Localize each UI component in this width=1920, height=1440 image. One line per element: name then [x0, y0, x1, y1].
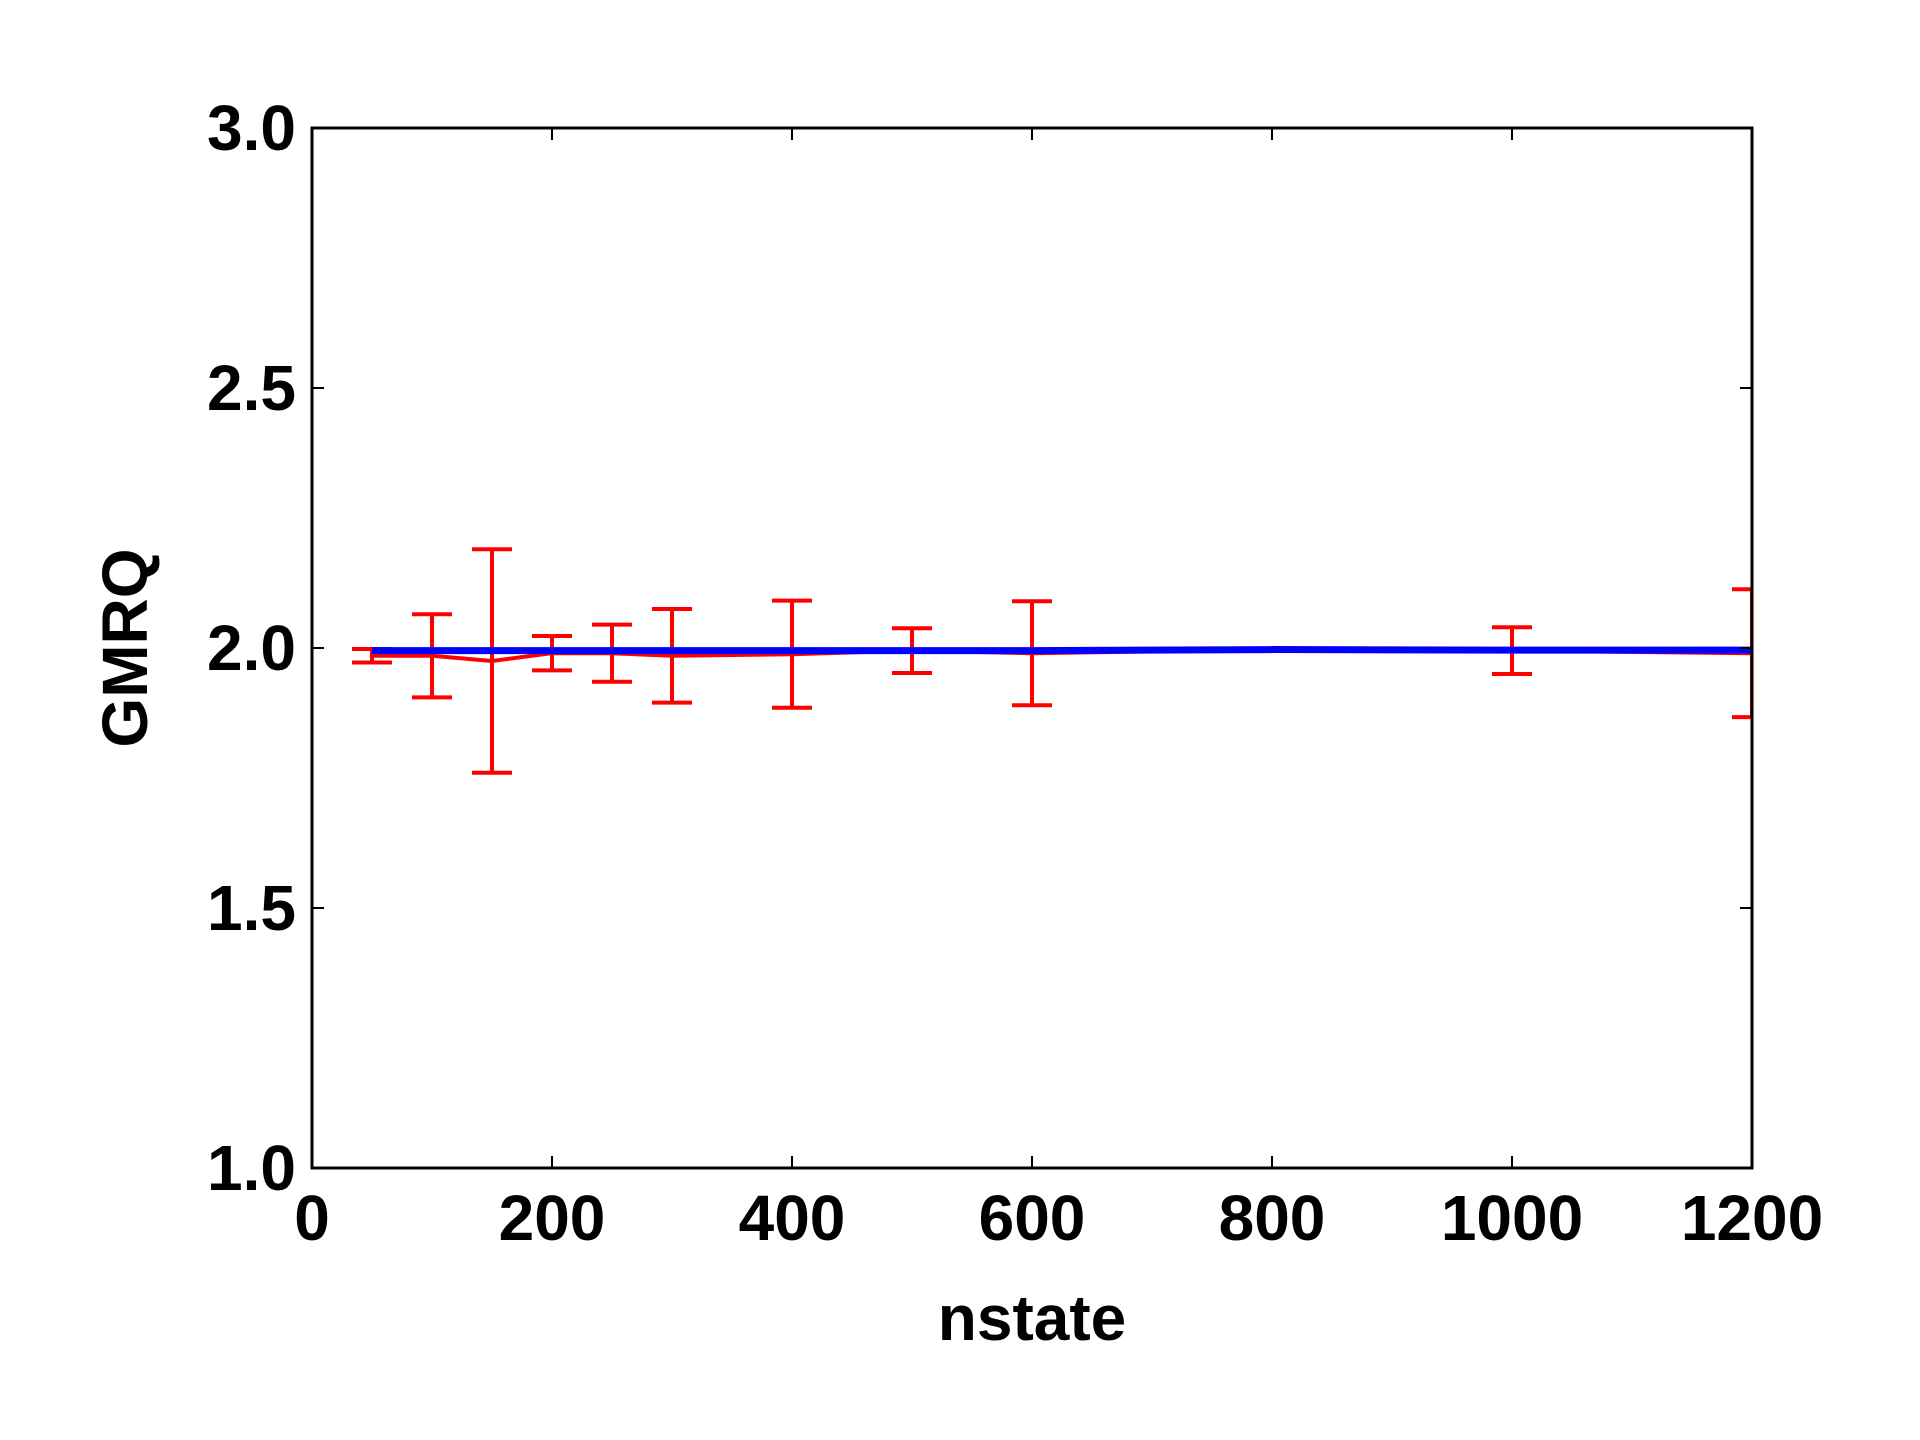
error-bar [1732, 587, 1752, 720]
y-tick-label: 2.0 [207, 612, 296, 684]
y-tick-label: 2.5 [207, 352, 296, 424]
x-axis-title: nstate [938, 1282, 1127, 1354]
x-tick-label: 1000 [1441, 1182, 1583, 1254]
x-tick-label: 200 [499, 1182, 606, 1254]
x-tick-label: 0 [294, 1182, 330, 1254]
x-tick-label: 600 [979, 1182, 1086, 1254]
y-tick-label: 3.0 [207, 92, 296, 164]
plot-frame [310, 126, 1754, 1170]
series-line-2 [372, 646, 1752, 655]
x-tick-label: 1200 [1681, 1182, 1823, 1254]
y-axis-title: GMRQ [89, 548, 161, 747]
plot-area [352, 547, 1752, 775]
axis-ticks: 0 200 400 600 800 1000 1200 1.0 1.5 2.0 2.5 3.0 [207, 92, 1823, 1254]
x-tick-label: 800 [1219, 1182, 1326, 1254]
x-tick-label: 400 [739, 1182, 846, 1254]
series-group [352, 547, 1752, 775]
y-tick-label: 1.0 [207, 1132, 296, 1204]
y-tick-label: 1.5 [207, 872, 296, 944]
